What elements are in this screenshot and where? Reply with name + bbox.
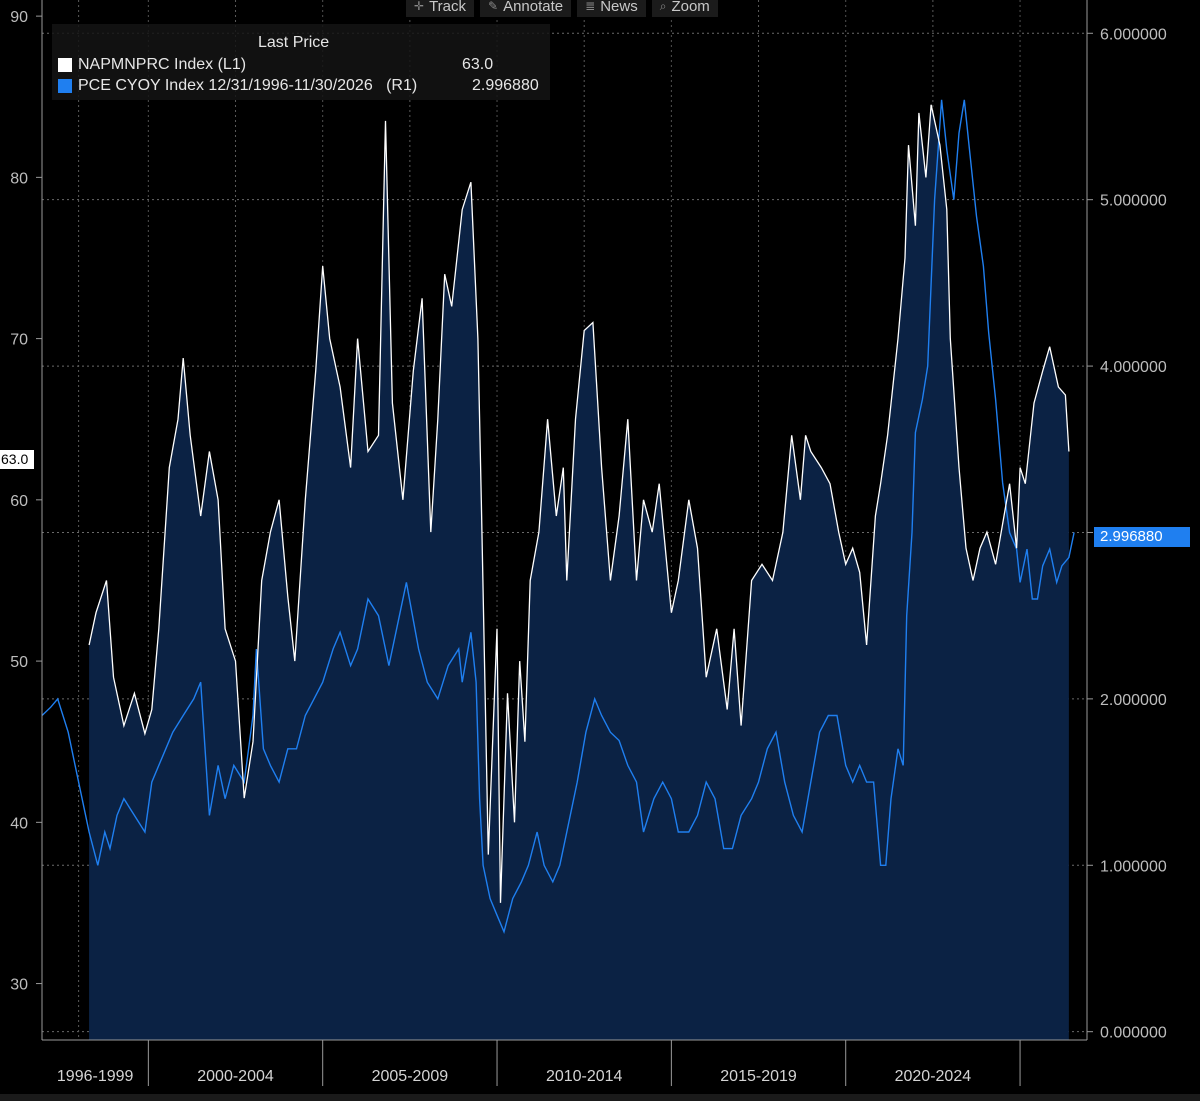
left-tick-label: 50 [10,654,28,671]
right-tick-label: 4.000000 [1100,359,1167,376]
left-tick-label: 40 [10,815,28,832]
legend-header: Last Price [258,34,330,51]
legend-swatch-blue [58,79,72,93]
x-period-label: 1996-1999 [57,1068,134,1085]
left-tick-label: 60 [10,493,28,510]
legend-swatch-white [58,58,72,72]
left-tick-label: 30 [10,977,28,994]
right-tick-label: 6.000000 [1100,26,1167,43]
magnifier-icon: ⌕ [659,0,667,13]
chart-legend[interactable]: Last Price NAPMNPRC Index (L1) 63.0 PCE … [52,24,550,100]
crosshair-icon: ✛ [414,0,425,13]
x-axis: 1996-1999 2000-2004 2005-2009 2010-2014 2015… [0,1039,1200,1101]
area-fill [89,104,1069,1041]
x-period-label: 2000-2004 [197,1068,274,1085]
x-period-label: 2020-2024 [895,1068,972,1085]
left-tick-label: 70 [10,332,28,349]
legend-entry-napmnprc[interactable]: NAPMNPRC Index (L1) 63.0 [58,55,542,75]
right-tick-label: 5.000000 [1100,193,1167,210]
x-period-label: 2015-2019 [720,1068,797,1085]
zoom-button[interactable]: ⌕ Zoom [651,0,718,17]
left-axis: 30 40 50 60 70 80 90 [10,0,43,1040]
right-tick-label: 0.000000 [1100,1025,1167,1042]
x-period-label: 2010-2014 [546,1068,623,1085]
legend-series-name: PCE CYOY Index 12/31/1996-11/30/2026 (R1… [78,77,418,94]
news-button[interactable]: ≣ News [577,0,646,17]
right-last-price-tag: 2.996880 [1094,527,1190,547]
legend-entry-pce[interactable]: PCE CYOY Index 12/31/1996-11/30/2026 (R1… [58,76,542,96]
napmnprc-area [89,104,1069,1041]
right-tick-label: 1.000000 [1100,858,1167,875]
legend-series-value: 63.0 [462,56,494,73]
left-last-price-tag: 63.0 [0,450,34,469]
pencil-icon: ✎ [488,0,499,13]
right-tick-label: 2.000000 [1100,692,1167,709]
right-axis: 0.0000001.0000002.0000003.0000004.000000… [1086,0,1167,1042]
series-lines [41,99,1075,934]
chart-toolbar: ✛ Track ✎ Annotate ≣ News ⌕ Zoom [406,0,718,17]
annotate-button[interactable]: ✎ Annotate [480,0,572,17]
track-button[interactable]: ✛ Track [406,0,475,17]
left-tick-label: 90 [10,9,28,26]
legend-series-name: NAPMNPRC Index (L1) [78,56,247,73]
left-tick-label: 80 [10,170,28,187]
x-period-label: 2005-2009 [372,1068,449,1085]
news-icon: ≣ [585,0,596,13]
bottom-strip [0,1094,1200,1101]
napmnprc-line [88,104,1070,903]
legend-series-value: 2.996880 [472,77,539,94]
pce-line [41,99,1075,934]
